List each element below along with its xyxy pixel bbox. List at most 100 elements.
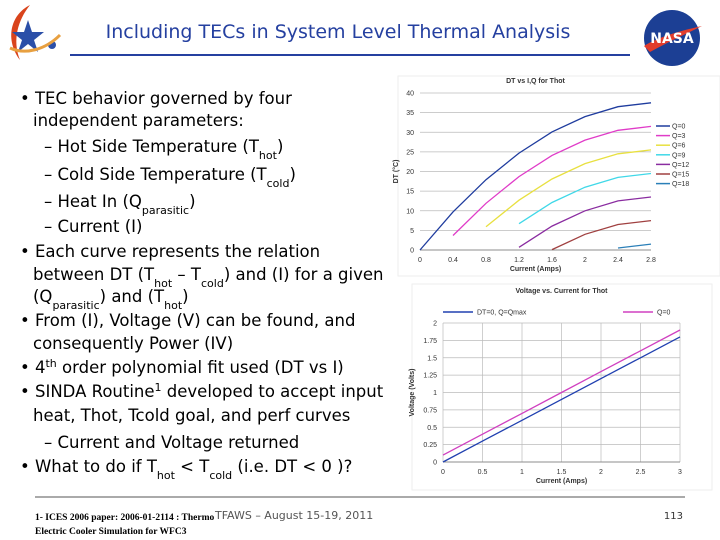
x-tick-label: 2.5 [636,469,646,476]
series-line [452,125,652,236]
logo-star [12,20,44,52]
y-tick-label: 2 [433,321,437,328]
x-axis-label: Current (Amps) [536,478,587,485]
bullet-line: • 4th order polynomial fit used (DT vs I… [20,357,344,378]
text-run: order polynomial fit used (DT vs I) [57,358,344,377]
y-tick-label: 1.5 [427,355,437,362]
y-tick-label: 30 [406,130,414,137]
text-run: (Q [33,287,52,306]
bullet-line: (Qparasitic) and (Thot) [33,287,189,312]
chart-frame [411,283,713,491]
legend-label: Q=9 [672,152,686,159]
text-run: ) and (I) for a given [224,265,384,284]
series-line [419,102,652,251]
text-run: developed to accept input [162,382,384,401]
slide-title: Including TECs in System Level Thermal A… [106,21,571,43]
legend-label: Q=18 [672,181,689,188]
x-tick-label: 3 [678,469,682,476]
text-run: – Heat In (Q [44,192,142,211]
text-run: – T [172,265,202,284]
x-tick-label: 0.8 [481,257,491,264]
subscript: parasitic [52,299,99,312]
subscript: hot [259,149,278,162]
legend-label: Q=0 [672,124,686,131]
text-run: between DT (T [33,265,155,284]
subscript: parasitic [142,204,189,217]
text-run: • SINDA Routine [20,382,155,401]
bullet-line: • TEC behavior governed by four [20,89,292,108]
text-run: • 4 [20,358,45,377]
text-run: heat, Thot, Tcold goal, and perf curves [33,406,350,425]
y-tick-label: 1.25 [423,373,437,380]
legend-label: Q=12 [672,162,689,169]
subscript: hot [164,299,183,312]
meatball-chevron [644,26,702,52]
text-run: • Each curve represents the relation [20,242,320,261]
text-run: – Hot Side Temperature (T [44,137,260,156]
text-run: consequently Power (IV) [33,334,233,353]
subscript: cold [267,177,290,190]
nasa-logo: NASA [644,10,702,66]
chart: DT vs I,Q for Thot Current (Amps) DT (°C) 0… [392,75,720,277]
logo-arc [9,33,62,53]
bullet-line: • From (I), Voltage (V) can be found, an… [20,311,355,330]
bullet-line: • Each curve represents the relation [20,242,320,261]
bullet-line: between DT (Thot – Tcold) and (I) for a … [33,265,384,290]
legend-label: DT=0, Q=Qmax [477,310,527,317]
page-number: 113 [664,511,683,522]
y-tick-label: 0.5 [427,425,437,432]
series-line [442,329,681,456]
legend-label: Q=15 [672,172,689,179]
footer-reference: Electric Cooler Simulation for WFC3 [35,527,187,537]
series-line [551,219,652,251]
footer-reference: 1- ICES 2006 paper: 2006-01-2114 : Therm… [35,513,215,523]
x-axis-label: Current (Amps) [510,266,561,273]
text-run: • TEC behavior governed by four [20,89,292,108]
text-run: – Current and Voltage returned [44,433,299,452]
text-run: ) [182,287,188,306]
y-tick-label: 5 [410,228,414,235]
x-tick-label: 2.4 [613,257,623,264]
superscript: th [45,357,56,370]
x-tick-label: 1.5 [557,469,567,476]
chart-title: Voltage vs. Current for Thot [515,288,608,295]
bullet-line: consequently Power (IV) [33,334,233,353]
y-axis-label: Voltage (Volts) [409,369,416,417]
y-tick-label: 15 [406,189,414,196]
chart: Voltage vs. Current for Thot Current (Amp… [409,283,713,491]
y-tick-label: 35 [406,110,414,117]
x-tick-label: 2 [599,469,603,476]
logo-swoosh [11,5,30,60]
bullet-line: independent parameters: [33,111,244,130]
x-tick-label: 2.8 [646,257,656,264]
text-run: • From (I), Voltage (V) can be found, an… [20,311,355,330]
bullet-line: • What to do if Thot < Tcold (i.e. DT < … [20,457,352,482]
bullet-line: – Hot Side Temperature (Thot) [44,137,283,162]
x-tick-label: 1.6 [547,257,557,264]
x-tick-label: 0.5 [478,469,488,476]
logo-text: NASA [650,31,694,47]
x-tick-label: 1.2 [514,257,524,264]
y-tick-label: 1.75 [423,338,437,345]
footer-event: TFAWS – August 15-19, 2011 [214,509,373,522]
text-run: – Current (I) [44,217,142,236]
text-run: • What to do if T [20,457,158,476]
left-logo [9,5,62,60]
bullet-line: – Current (I) [44,217,142,236]
series-line [518,172,652,225]
bullet-list: • TEC behavior governed by four independe… [20,89,384,482]
series-line [485,149,652,228]
y-tick-label: 10 [406,208,414,215]
text-run: – Cold Side Temperature (T [44,165,268,184]
bullet-line: – Heat In (Qparasitic) [44,192,196,217]
y-tick-label: 40 [406,91,414,98]
y-tick-label: 0 [410,248,414,255]
text-run: < T [175,457,210,476]
legend-label: Q=0 [657,310,671,317]
y-tick-label: 25 [406,149,414,156]
series-line [617,243,652,249]
legend-label: Q=6 [672,143,686,150]
text-run: ) and (T [100,287,165,306]
text-run: ) [277,137,283,156]
